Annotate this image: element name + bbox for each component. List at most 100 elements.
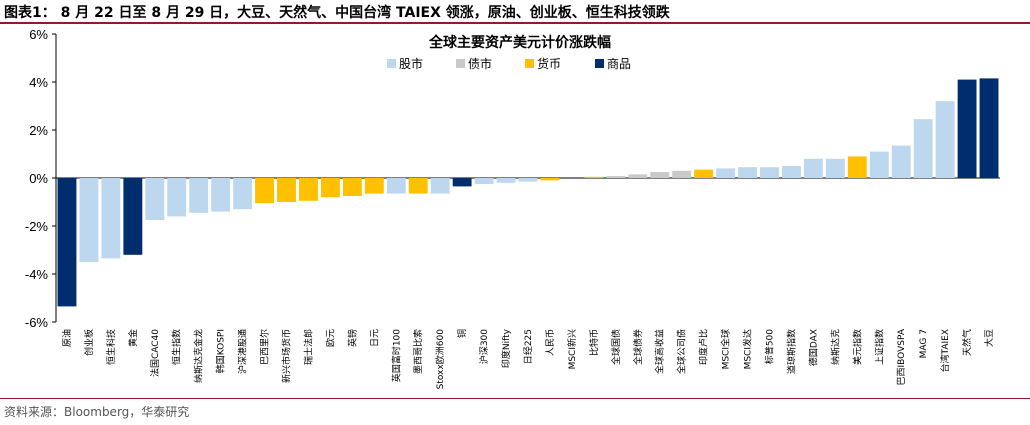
y-tick-label: 0%: [29, 171, 48, 186]
bar: [891, 145, 911, 178]
x-category-label: 印度卢比: [698, 329, 710, 365]
x-category-label: 德国DAX: [807, 329, 819, 366]
legend: 股市 债市 货币 商品: [387, 56, 631, 71]
x-category-label: 原油: [61, 329, 73, 347]
x-category-label: 日经225: [522, 329, 534, 364]
source-note: 资料来源：Bloomberg，华泰研究: [4, 405, 190, 419]
bar-chart: -6% -4% -2% 0% 2% 4% 6% 原油 创业板 恒生科技 黄金 法国CAC40 恒生指数…: [25, 27, 1000, 389]
bar: [364, 178, 384, 194]
bar: [738, 167, 757, 178]
x-category-label: MSCI新兴: [566, 329, 578, 369]
bar: [320, 178, 340, 198]
legend-swatch: [456, 59, 465, 68]
bar: [716, 168, 736, 178]
figure-header: 图表1： 8 月 22 日至 8 月 29 日，大豆、天然气、中国台湾 TAIE…: [0, 0, 1030, 22]
bar: [782, 166, 801, 178]
legend-label: 商品: [607, 56, 631, 71]
y-tick-label: 2%: [29, 123, 48, 138]
bar: [518, 178, 538, 182]
x-category-label: 标普500: [763, 329, 775, 364]
x-category-label: 沪深300: [478, 329, 490, 364]
x-category-label: 纳斯达克金龙: [193, 329, 205, 383]
x-category-label: 新兴市场货币: [281, 329, 293, 383]
x-category-label: 天然气: [961, 329, 973, 356]
x-category-label: 巴西IBOVSPA: [896, 328, 907, 385]
x-category-label: MSCI全球: [720, 329, 732, 369]
bar: [540, 178, 560, 181]
x-category-label: 人民币: [545, 329, 556, 356]
x-category-label: 比特币: [588, 329, 600, 356]
x-category-label: 美元指数: [851, 329, 863, 365]
bar: [474, 178, 494, 184]
legend-swatch: [525, 59, 534, 68]
bar: [869, 151, 889, 178]
x-category-label: Stoxx欧洲600: [434, 329, 446, 390]
bar: [650, 172, 670, 178]
x-category-label: 创业板: [83, 329, 95, 356]
x-category-label: 全球国债: [610, 329, 622, 365]
x-axis-category-labels: 原油 创业板 恒生科技 黄金 法国CAC40 恒生指数 纳斯达克金龙 韩国KOSPI 沪深港股通…: [61, 328, 995, 389]
x-category-label: 印度Nifty: [500, 328, 512, 368]
y-tick-label: 4%: [29, 75, 48, 90]
legend-swatch: [387, 59, 396, 68]
x-category-label: 全球公司债: [676, 329, 688, 374]
x-category-label: 道琼斯指数: [785, 329, 797, 374]
bar: [123, 178, 143, 255]
header-divider: [0, 22, 1030, 24]
bar: [57, 178, 77, 307]
x-category-label: MAG 7: [919, 329, 929, 358]
bar: [79, 178, 99, 262]
bar: [979, 78, 999, 178]
x-category-label: 黄金: [127, 329, 139, 347]
legend-label: 债市: [468, 56, 492, 71]
bar: [913, 119, 933, 178]
legend-label: 股市: [399, 56, 423, 71]
bar: [255, 178, 274, 204]
y-tick-label: -4%: [25, 267, 49, 282]
bar: [145, 178, 165, 220]
bar: [233, 178, 253, 210]
x-category-label: 欧元: [324, 329, 336, 347]
bar-series: [57, 78, 999, 307]
x-category-label: 英镑: [346, 329, 358, 347]
bar: [584, 176, 604, 178]
x-category-label: 上证指数: [873, 329, 885, 365]
x-category-label: 纳斯达克: [829, 329, 841, 365]
x-category-label: 全球债券: [632, 329, 644, 365]
bar: [101, 178, 121, 259]
x-category-label: 墨西哥比索: [412, 329, 424, 374]
x-category-label: 法国CAC40: [149, 329, 161, 377]
bar: [628, 174, 648, 178]
x-category-label: 韩国KOSPI: [215, 329, 227, 373]
bar: [430, 178, 450, 194]
bar: [935, 101, 955, 178]
bar: [408, 178, 428, 194]
bar: [299, 178, 318, 201]
figure-title: 图表1： 8 月 22 日至 8 月 29 日，大豆、天然气、中国台湾 TAIE…: [4, 5, 670, 21]
bar: [342, 178, 362, 196]
bar: [825, 158, 845, 178]
bar: [760, 167, 779, 178]
bar: [189, 178, 209, 213]
bar: [847, 156, 867, 178]
bar: [452, 178, 472, 187]
x-category-label: 恒生指数: [171, 329, 183, 365]
x-category-label: 大豆: [983, 329, 995, 347]
x-category-label: 瑞士法郎: [302, 329, 314, 365]
y-tick-label: 6%: [29, 27, 48, 42]
bar: [386, 178, 406, 194]
y-tick-label: -6%: [25, 315, 49, 330]
bar: [694, 169, 714, 178]
bar: [167, 178, 187, 217]
x-category-label: 铜: [456, 329, 468, 338]
footer-divider: [0, 398, 1030, 399]
bar: [496, 178, 516, 183]
x-category-label: 沪深港股通: [237, 329, 249, 374]
y-tick-label: -2%: [25, 219, 49, 234]
bar: [672, 170, 692, 178]
bar: [803, 158, 823, 178]
bar: [277, 178, 296, 202]
x-category-label: 巴西里尔: [259, 329, 271, 365]
bar: [606, 176, 626, 178]
bar: [211, 178, 231, 212]
